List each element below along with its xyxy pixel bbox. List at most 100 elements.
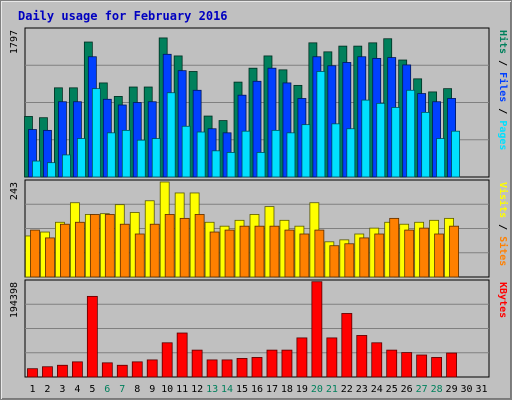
bar-sites-day-18 <box>284 229 295 278</box>
bar-kbytes-day-8 <box>131 361 143 378</box>
bar-sites-day-9 <box>149 223 160 278</box>
x-tick-label: 6 <box>104 384 110 395</box>
series-legend: Hits / Files / Pages <box>497 30 509 150</box>
bar-pages-day-25 <box>391 107 401 178</box>
bar-sites-day-11 <box>179 217 190 278</box>
x-tick-label: 26 <box>401 384 413 395</box>
bar-kbytes-day-13 <box>206 359 218 378</box>
x-tick-label: 17 <box>266 384 278 395</box>
bar-pages-day-4 <box>76 138 86 178</box>
legend-entry: Files <box>497 72 509 102</box>
bar-sites-day-27 <box>419 227 430 278</box>
bar-kbytes-day-12 <box>191 349 203 378</box>
bar-kbytes-day-11 <box>176 332 188 378</box>
bar-sites-day-13 <box>209 231 220 278</box>
bar-sites-day-20 <box>314 229 325 278</box>
bar-pages-day-8 <box>136 139 146 178</box>
legend-entry: Sites <box>497 236 509 266</box>
bar-pages-day-2 <box>47 162 56 178</box>
x-tick-label: 31 <box>475 384 487 395</box>
x-tick-label: 27 <box>416 384 428 395</box>
legend-entry: KBytes <box>497 282 508 318</box>
bar-sites-day-19 <box>299 233 310 278</box>
series-legend: Visits / Sites <box>497 182 509 266</box>
y-max-label: 243 <box>9 182 20 200</box>
x-tick-label: 24 <box>371 384 383 395</box>
bar-kbytes-day-28 <box>431 357 443 378</box>
bar-sites-day-26 <box>404 229 415 278</box>
bar-kbytes-day-19 <box>296 337 308 378</box>
bar-pages-day-23 <box>361 99 371 178</box>
x-tick-label: 3 <box>59 384 65 395</box>
x-tick-label: 25 <box>386 384 398 395</box>
bar-kbytes-day-15 <box>236 358 248 378</box>
bar-sites-day-28 <box>434 233 445 278</box>
bar-sites-day-14 <box>224 229 235 278</box>
bar-kbytes-day-26 <box>401 352 413 378</box>
bar-pages-day-1 <box>32 160 41 178</box>
bar-kbytes-day-10 <box>161 342 173 378</box>
series-legend: KBytes <box>497 282 508 318</box>
panel-hits-files-pages: 1797 Hits / Files / Pages <box>9 27 509 178</box>
bar-kbytes-day-6 <box>101 362 113 378</box>
x-axis-day-labels: 1 2 3 4 5 6 7 8 9 10 11 12 13 14 15 16 17 18 19 20 21 22 23 24 2… <box>29 384 487 395</box>
x-tick-label: 20 <box>311 384 323 395</box>
bar-pages-day-11 <box>181 125 191 178</box>
x-tick-label: 1 <box>29 384 35 395</box>
bar-kbytes-day-29 <box>446 352 457 378</box>
bar-kbytes-day-7 <box>116 364 128 378</box>
bar-kbytes-day-2 <box>42 366 53 378</box>
x-tick-label: 28 <box>431 384 443 395</box>
x-tick-label: 2 <box>44 384 50 395</box>
bar-sites-day-16 <box>254 225 265 278</box>
bar-kbytes-day-22 <box>341 313 353 378</box>
bar-kbytes-day-3 <box>57 364 68 378</box>
bar-sites-day-17 <box>269 225 280 278</box>
bar-pages-day-5 <box>91 88 101 178</box>
bar-kbytes-day-21 <box>326 337 338 378</box>
bar-pages-day-20 <box>316 71 326 178</box>
bar-kbytes-day-24 <box>371 342 383 378</box>
bar-kbytes-day-4 <box>71 361 83 378</box>
bar-pages-day-13 <box>211 150 221 178</box>
bar-pages-day-6 <box>106 132 116 178</box>
series-kbytes <box>27 281 457 378</box>
bar-sites-day-25 <box>389 217 400 278</box>
legend-entry: Hits <box>497 30 509 54</box>
bar-pages-day-12 <box>196 131 206 178</box>
panel-visits-sites: 243 Visits / Sites <box>9 179 509 278</box>
bar-pages-day-7 <box>121 129 131 178</box>
bar-sites-day-21 <box>329 245 340 278</box>
bar-pages-day-9 <box>151 138 161 178</box>
x-tick-label: 23 <box>356 384 368 395</box>
bar-sites-day-24 <box>374 233 385 278</box>
panel-kbytes: 194398 KBytes <box>9 279 508 378</box>
bar-sites-day-1 <box>30 229 40 278</box>
bar-kbytes-day-17 <box>266 349 278 378</box>
bar-pages-day-10 <box>166 92 176 178</box>
series-pages <box>32 71 460 178</box>
x-tick-label: 16 <box>251 384 263 395</box>
x-tick-label: 22 <box>341 384 353 395</box>
x-tick-label: 10 <box>161 384 173 395</box>
y-max-label: 1797 <box>9 30 20 54</box>
bar-kbytes-day-14 <box>221 359 233 378</box>
bar-sites-day-8 <box>134 233 145 278</box>
x-tick-label: 15 <box>236 384 248 395</box>
bar-kbytes-day-16 <box>251 357 263 378</box>
bar-kbytes-day-9 <box>146 359 158 378</box>
x-tick-label: 19 <box>296 384 308 395</box>
bar-kbytes-day-18 <box>281 349 293 378</box>
bar-kbytes-day-23 <box>356 335 368 378</box>
bar-pages-day-15 <box>241 130 251 178</box>
bar-pages-day-29 <box>451 130 460 178</box>
bar-pages-day-21 <box>331 123 341 178</box>
x-tick-label: 5 <box>89 384 95 395</box>
legend-entry: Pages <box>497 120 508 150</box>
bar-sites-day-4 <box>74 221 85 278</box>
x-tick-label: 14 <box>221 384 233 395</box>
bar-sites-day-2 <box>45 237 55 278</box>
bar-sites-day-22 <box>344 243 355 278</box>
bar-kbytes-day-1 <box>27 368 38 378</box>
legend-entry: / <box>497 54 508 72</box>
